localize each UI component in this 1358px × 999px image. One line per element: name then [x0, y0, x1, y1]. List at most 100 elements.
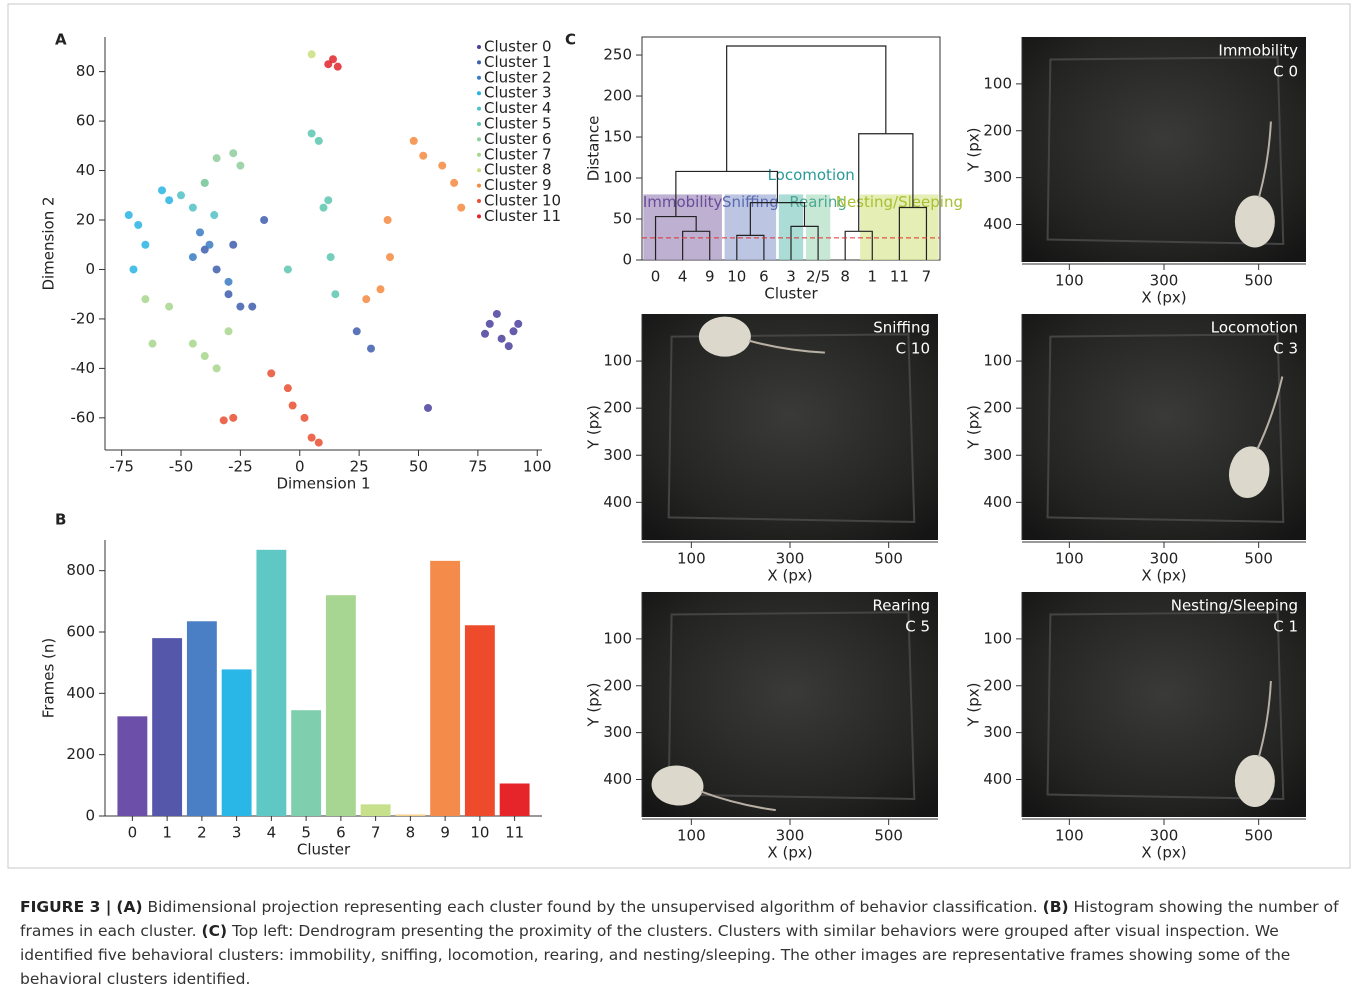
x-tick-label: -25: [228, 458, 253, 476]
y-tick-label: 300: [603, 446, 632, 464]
point: [514, 319, 523, 328]
y-tick-label: -40: [71, 359, 96, 377]
y-tick-label: 0: [622, 251, 632, 269]
point: [219, 416, 228, 425]
legend-label: Cluster 6: [484, 130, 552, 148]
image-subtitle: C 5: [905, 618, 930, 636]
legend-marker: [477, 137, 481, 142]
x-tick-label: 500: [874, 827, 903, 845]
point: [352, 327, 361, 336]
legend-marker: [477, 152, 481, 157]
y-tick-label: 200: [603, 87, 632, 105]
leaf-label: 9: [705, 268, 715, 286]
x-axis-label: Cluster: [297, 841, 351, 859]
legend-marker: [477, 168, 481, 173]
point: [177, 191, 185, 200]
y-tick-label: 50: [613, 210, 632, 228]
y-tick-label: 0: [85, 260, 95, 278]
point: [134, 220, 143, 229]
point: [509, 327, 518, 336]
group-label: Sniffing: [722, 193, 779, 211]
point: [362, 295, 371, 304]
point: [331, 290, 340, 299]
mouse: [698, 316, 825, 357]
point: [307, 50, 316, 59]
bar: [430, 560, 461, 816]
x-tick-label: 300: [1150, 550, 1179, 568]
legend-marker: [477, 106, 481, 111]
legend-label: Cluster 0: [484, 38, 552, 56]
y-tick-label: 400: [66, 684, 95, 702]
mouse-body: [1234, 195, 1275, 248]
y-tick-label: -60: [71, 408, 96, 426]
mouse: [651, 765, 776, 812]
point: [504, 342, 513, 351]
bar: [360, 804, 391, 816]
y-tick-label: 100: [983, 352, 1012, 370]
y-tick-label: 300: [983, 723, 1012, 741]
point: [333, 62, 342, 71]
x-tick-label: 9: [440, 824, 450, 842]
point: [386, 253, 394, 262]
y-axis-label: Y (px): [965, 405, 983, 450]
legend-label: Cluster 9: [484, 176, 552, 194]
arena-walls: [1046, 333, 1285, 523]
point: [492, 309, 501, 318]
bar: [117, 716, 148, 816]
y-tick-label: 200: [603, 399, 632, 417]
y-tick-label: 200: [983, 676, 1012, 694]
point: [129, 265, 138, 274]
x-axis-label: X (px): [767, 844, 812, 862]
image-title: Rearing: [872, 597, 930, 615]
x-tick-label: 75: [468, 458, 487, 476]
point: [419, 151, 428, 160]
x-axis-label: X (px): [767, 567, 812, 585]
arena-image: [1022, 314, 1306, 540]
point: [141, 240, 150, 249]
point: [205, 240, 214, 249]
point: [188, 339, 197, 348]
point: [314, 136, 323, 145]
image-title: Immobility: [1218, 42, 1298, 60]
arena-walls: [1046, 56, 1285, 246]
image-subtitle: C 3: [1273, 340, 1298, 358]
x-axis-label: X (px): [1141, 567, 1186, 585]
mouse-tail: [748, 339, 825, 354]
mouse-body: [1234, 755, 1275, 807]
point: [319, 203, 328, 212]
leaf-label: 3: [786, 268, 796, 286]
image-subtitle: C 0: [1273, 63, 1298, 81]
y-tick-label: 400: [603, 770, 632, 788]
x-tick-label: 4: [267, 824, 277, 842]
point: [329, 55, 337, 64]
y-tick-label: 600: [66, 623, 95, 641]
point: [267, 369, 276, 378]
y-tick-label: 300: [983, 168, 1012, 186]
arena-walls: [667, 611, 916, 801]
x-tick-label: 100: [523, 458, 552, 476]
bar: [395, 814, 426, 816]
point: [200, 245, 209, 254]
point: [224, 290, 233, 299]
x-tick-label: 2: [197, 824, 207, 842]
caption: FIGURE 3 | (A) Bidimensional projection …: [20, 895, 1340, 991]
panel-letter: A: [55, 31, 67, 49]
bar: [499, 783, 530, 816]
x-tick-label: 500: [1244, 827, 1273, 845]
caption-text: Bidimensional projection representing ea…: [147, 898, 1038, 916]
x-tick-label: 10: [470, 824, 489, 842]
legend-label: Cluster 1: [484, 53, 552, 71]
x-axis-label: X (px): [1141, 289, 1186, 307]
caption-tag: (A): [116, 898, 143, 916]
image-subtitle: C 10: [896, 340, 930, 358]
point: [229, 149, 238, 158]
point: [260, 216, 269, 225]
y-tick-label: 100: [983, 74, 1012, 92]
legend-label: Cluster 7: [484, 145, 552, 163]
arena-walls: [667, 333, 916, 523]
y-axis-label: Distance: [585, 116, 603, 182]
group-label: Immobility: [643, 193, 723, 211]
point: [236, 161, 245, 170]
y-tick-label: 200: [603, 676, 632, 694]
